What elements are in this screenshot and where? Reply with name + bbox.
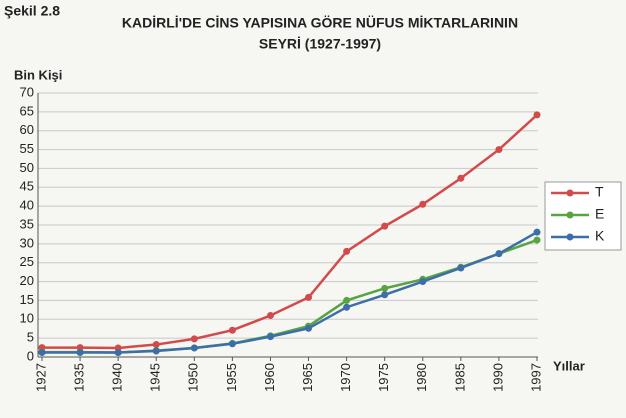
legend-marker <box>566 189 574 197</box>
x-tick-label: 1945 <box>148 363 163 392</box>
data-point <box>190 335 198 343</box>
data-point <box>533 236 541 244</box>
x-tick-label: 1927 <box>33 363 48 392</box>
y-tick-label: 30 <box>20 235 34 250</box>
y-tick-label: 5 <box>27 330 34 345</box>
y-tick-label: 70 <box>20 84 34 99</box>
data-point <box>343 247 351 255</box>
data-point <box>533 111 541 119</box>
series-line <box>42 113 538 350</box>
data-point <box>76 348 84 356</box>
y-tick-label: 20 <box>20 273 34 288</box>
data-point <box>457 264 465 272</box>
data-point <box>152 347 160 355</box>
legend-label: E <box>595 206 604 222</box>
data-point <box>266 312 274 320</box>
data-point <box>305 293 313 301</box>
x-tick-label: 1940 <box>110 363 125 392</box>
data-point <box>495 146 503 154</box>
data-point <box>343 303 351 311</box>
legend-marker <box>566 211 574 219</box>
x-tick-label: 1965 <box>300 363 315 392</box>
data-point <box>495 250 503 258</box>
data-point <box>381 222 389 230</box>
x-tick-label: 1970 <box>338 363 353 392</box>
data-point <box>114 348 122 356</box>
data-point <box>533 228 541 236</box>
data-point <box>419 278 427 286</box>
data-point <box>381 284 389 292</box>
figure-label: Şekil 2.8 <box>4 3 60 19</box>
data-point <box>457 174 465 182</box>
x-axis-label: Yıllar <box>553 358 585 373</box>
chart-title: KADİRLİ'DE CİNS YAPISINA GÖRE NÜFUS MİKT… <box>122 15 518 31</box>
y-tick-label: 10 <box>20 311 34 326</box>
y-tick-label: 60 <box>20 122 34 137</box>
data-point <box>305 324 313 332</box>
data-point <box>343 296 351 304</box>
data-point <box>381 291 389 299</box>
x-tick-label: 1990 <box>490 363 505 392</box>
data-point <box>228 326 236 334</box>
y-tick-label: 35 <box>20 216 34 231</box>
x-tick-label: 1985 <box>452 363 467 392</box>
legend-label: K <box>595 228 605 244</box>
y-axis-label: Bin Kişi <box>14 67 62 82</box>
y-tick-label: 15 <box>20 292 34 307</box>
x-tick-label: 1975 <box>376 363 391 392</box>
x-tick-label: 1997 <box>528 363 543 392</box>
y-tick-label: 25 <box>20 254 34 269</box>
x-tick-label: 1950 <box>186 363 201 392</box>
y-tick-label: 50 <box>20 160 34 175</box>
y-tick-label: 65 <box>20 103 34 118</box>
data-point <box>266 333 274 341</box>
y-tick-label: 40 <box>20 198 34 213</box>
data-point <box>228 340 236 348</box>
series-line <box>42 231 538 354</box>
legend-label: T <box>595 184 604 200</box>
x-tick-label: 1935 <box>72 363 87 392</box>
y-tick-label: 55 <box>20 141 34 156</box>
x-tick-label: 1955 <box>224 363 239 392</box>
y-tick-label: 45 <box>20 179 34 194</box>
legend-marker <box>566 233 574 241</box>
x-tick-label: 1960 <box>262 363 277 392</box>
data-point <box>38 348 46 356</box>
chart-title: SEYRİ (1927-1997) <box>259 36 381 52</box>
data-point <box>152 341 160 349</box>
y-tick-label: 0 <box>27 348 34 363</box>
data-point <box>419 200 427 208</box>
x-tick-label: 1980 <box>414 363 429 392</box>
data-point <box>190 344 198 352</box>
